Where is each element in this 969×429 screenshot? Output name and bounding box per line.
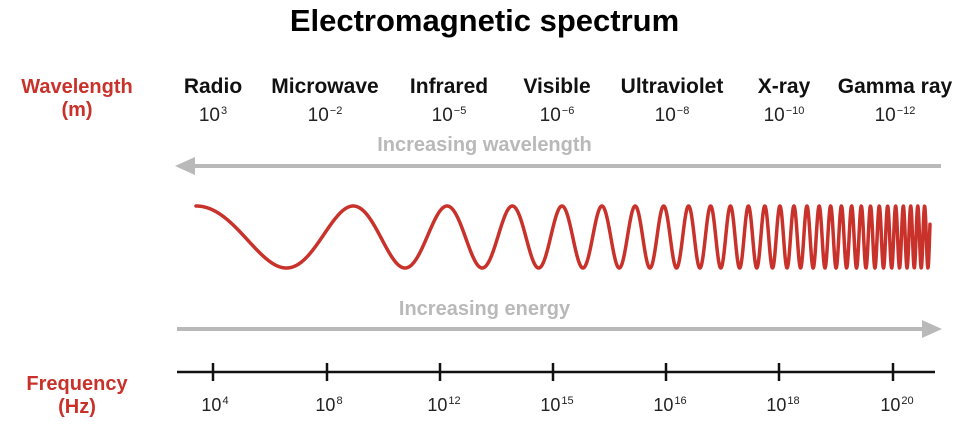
band-ultraviolet: Ultraviolet 10−8 <box>621 74 724 127</box>
band-name: Gamma ray <box>837 75 953 98</box>
band-wavelength: 10−5 <box>431 105 467 126</box>
frequency-label-line2: (Hz) <box>58 396 96 418</box>
increasing-energy-label: Increasing energy <box>398 298 571 320</box>
diagram-title: Electromagnetic spectrum <box>289 3 680 38</box>
wavelength-arrow <box>175 157 941 175</box>
frequency-label: 1018 <box>766 395 800 415</box>
band-name: Visible <box>523 75 591 98</box>
wavelength-label-line2: (m) <box>61 99 93 121</box>
energy-arrow <box>177 320 942 338</box>
frequency-axis-label: Frequency (Hz) <box>8 373 146 419</box>
band-name: Microwave <box>271 75 379 98</box>
electromagnetic-wave <box>194 204 932 270</box>
band-name: Radio <box>183 75 243 98</box>
frequency-label: 1016 <box>653 395 687 415</box>
band-infrared: Infrared 10−5 <box>410 74 488 127</box>
band-microwave: Microwave 10−2 <box>271 74 378 127</box>
band-radio: Radio 103 <box>184 74 242 127</box>
frequency-label-line1: Frequency <box>26 373 128 395</box>
band-wavelength: 10−2 <box>307 105 343 126</box>
band-wavelength: 10−10 <box>763 105 805 126</box>
frequency-label: 104 <box>201 395 229 415</box>
frequency-label: 108 <box>315 395 343 415</box>
band-visible: Visible 10−6 <box>523 74 590 127</box>
frequency-label: 1015 <box>540 395 574 415</box>
wavelength-axis-label: Wavelength (m) <box>8 76 146 122</box>
band-wavelength: 10−12 <box>874 105 916 126</box>
band-xray: X-ray 10−10 <box>758 74 811 127</box>
band-wavelength: 10−8 <box>654 105 690 126</box>
band-gamma-ray: Gamma ray 10−12 <box>838 74 952 127</box>
frequency-label: 1020 <box>880 395 914 415</box>
increasing-wavelength-label: Increasing wavelength <box>377 134 592 156</box>
frequency-axis <box>177 363 935 381</box>
wavelength-label-line1: Wavelength <box>21 76 133 98</box>
band-wavelength: 103 <box>198 105 228 126</box>
band-name: Infrared <box>409 75 489 98</box>
band-name: Ultraviolet <box>620 75 724 98</box>
frequency-label: 1012 <box>427 395 461 415</box>
band-wavelength: 10−6 <box>539 105 575 126</box>
band-name: X-ray <box>757 75 811 98</box>
